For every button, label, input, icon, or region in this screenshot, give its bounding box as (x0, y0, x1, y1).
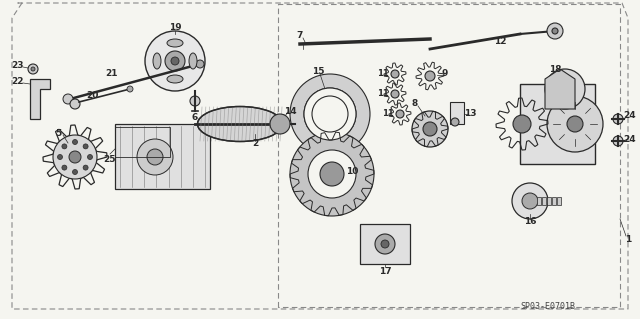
Text: 1: 1 (625, 234, 631, 243)
Circle shape (88, 154, 93, 160)
Ellipse shape (153, 53, 161, 69)
Circle shape (308, 150, 356, 198)
Circle shape (31, 67, 35, 71)
Circle shape (304, 88, 356, 140)
Text: SP03-E0701B: SP03-E0701B (520, 302, 575, 311)
Circle shape (391, 70, 399, 78)
Circle shape (72, 139, 77, 145)
Circle shape (83, 144, 88, 149)
Circle shape (375, 234, 395, 254)
Polygon shape (545, 69, 575, 109)
Circle shape (62, 144, 67, 149)
Circle shape (557, 81, 573, 97)
Text: 25: 25 (104, 154, 116, 164)
Circle shape (412, 111, 448, 147)
Text: 6: 6 (192, 113, 198, 122)
Bar (115, 124, 210, 189)
Circle shape (165, 51, 185, 71)
Text: 7: 7 (297, 32, 303, 41)
Circle shape (127, 86, 133, 92)
Circle shape (196, 60, 204, 68)
Circle shape (290, 132, 374, 216)
Bar (115, 127, 170, 157)
Ellipse shape (189, 53, 197, 69)
Text: 20: 20 (86, 91, 98, 100)
Circle shape (62, 165, 67, 170)
Circle shape (145, 31, 205, 91)
Circle shape (613, 136, 623, 146)
Text: 11: 11 (382, 109, 394, 118)
Circle shape (512, 183, 548, 219)
Text: 15: 15 (312, 66, 324, 76)
Circle shape (137, 139, 173, 175)
Circle shape (70, 99, 80, 109)
Text: 13: 13 (464, 109, 476, 118)
Circle shape (391, 90, 399, 98)
Circle shape (270, 114, 290, 134)
Circle shape (451, 118, 459, 126)
Circle shape (320, 162, 344, 186)
Circle shape (63, 94, 73, 104)
Ellipse shape (167, 39, 183, 47)
Text: 11: 11 (377, 70, 389, 78)
Text: 19: 19 (169, 23, 181, 32)
Circle shape (423, 122, 437, 136)
Circle shape (58, 154, 63, 160)
Circle shape (190, 96, 200, 106)
Circle shape (320, 104, 340, 124)
Circle shape (290, 74, 370, 154)
Text: 12: 12 (493, 36, 506, 46)
Text: 16: 16 (524, 218, 536, 226)
Circle shape (72, 169, 77, 174)
Bar (557, 197, 561, 205)
Text: 2: 2 (252, 139, 258, 149)
Ellipse shape (198, 107, 282, 142)
Bar (542, 197, 546, 205)
Bar (450, 102, 464, 124)
Circle shape (279, 115, 287, 123)
Circle shape (545, 69, 585, 109)
Circle shape (69, 151, 81, 163)
Circle shape (522, 193, 538, 209)
Text: 8: 8 (412, 100, 418, 108)
Bar (547, 197, 551, 205)
Bar (552, 197, 556, 205)
Bar (537, 197, 541, 205)
Circle shape (83, 165, 88, 170)
Circle shape (552, 28, 558, 34)
Text: 11: 11 (377, 90, 389, 99)
Circle shape (312, 96, 348, 132)
Circle shape (613, 114, 623, 124)
Text: 23: 23 (12, 62, 24, 70)
Text: 18: 18 (548, 64, 561, 73)
Circle shape (396, 110, 404, 118)
Ellipse shape (167, 75, 183, 83)
Circle shape (513, 115, 531, 133)
Circle shape (147, 149, 163, 165)
Circle shape (567, 116, 583, 132)
Circle shape (53, 135, 97, 179)
Text: 24: 24 (624, 135, 636, 144)
Text: 10: 10 (346, 167, 358, 175)
Circle shape (425, 71, 435, 81)
Circle shape (171, 57, 179, 65)
Text: 24: 24 (624, 112, 636, 121)
Circle shape (547, 96, 603, 152)
Circle shape (547, 23, 563, 39)
Circle shape (381, 240, 389, 248)
Circle shape (304, 88, 356, 140)
Text: 14: 14 (284, 107, 296, 115)
Text: 9: 9 (442, 70, 448, 78)
Text: 17: 17 (379, 268, 391, 277)
Text: 21: 21 (106, 69, 118, 78)
Text: 5: 5 (55, 129, 61, 137)
Text: 22: 22 (12, 77, 24, 85)
Circle shape (28, 64, 38, 74)
Polygon shape (30, 79, 50, 119)
Bar (520, 84, 595, 164)
Bar (360, 224, 410, 264)
